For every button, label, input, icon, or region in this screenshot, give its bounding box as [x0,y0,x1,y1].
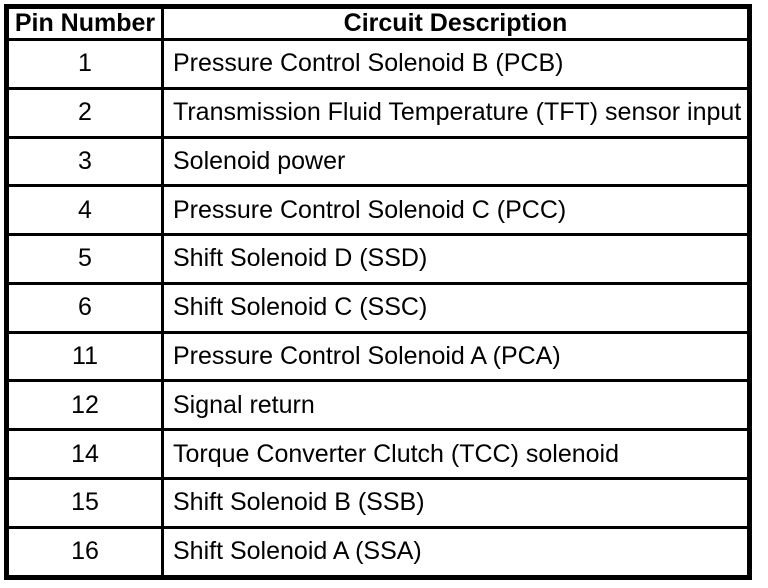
pin-cell: 11 [5,330,164,383]
description-cell: Pressure Control Solenoid B (PCB) [161,38,751,90]
description-cell: Signal return [161,379,751,432]
pin-cell: 4 [5,184,164,237]
table-row: 5 Shift Solenoid D (SSD) [5,233,751,285]
pin-circuit-table: Pin Number Circuit Description 1 Pressure… [4,4,752,580]
pin-cell: 12 [5,379,164,432]
pin-cell: 6 [5,281,164,334]
table-row: 1 Pressure Control Solenoid B (PCB) [5,38,751,90]
table-body: 1 Pressure Control Solenoid B (PCB) 2 Trans… [5,38,751,580]
description-cell: Torque Converter Clutch (TCC) solenoid [161,428,751,480]
table-row: 12 Signal return [5,379,751,432]
description-cell: Shift Solenoid A (SSA) [161,525,751,580]
table-row: 4 Pressure Control Solenoid C (PCC) [5,184,751,237]
description-cell: Shift Solenoid D (SSD) [161,233,751,285]
description-cell: Transmission Fluid Temperature (TFT) sen… [161,86,751,139]
table-row: 16 Shift Solenoid A (SSA) [5,525,751,580]
description-cell: Solenoid power [161,135,751,188]
table-row: 11 Pressure Control Solenoid A (PCA) [5,330,751,383]
description-cell: Shift Solenoid C (SSC) [161,281,751,334]
table-row: 3 Solenoid power [5,135,751,188]
pin-cell: 5 [5,233,164,285]
pin-cell: 16 [5,525,164,580]
table-row: 15 Shift Solenoid B (SSB) [5,476,751,529]
table-row: 6 Shift Solenoid C (SSC) [5,281,751,334]
pin-cell: 1 [5,38,164,90]
pin-cell: 2 [5,86,164,139]
description-cell: Shift Solenoid B (SSB) [161,476,751,529]
circuit-description-header: Circuit Description [161,5,751,41]
table-row: 14 Torque Converter Clutch (TCC) solenoid [5,428,751,480]
table-row: 2 Transmission Fluid Temperature (TFT) se… [5,86,751,139]
pin-cell: 14 [5,428,164,480]
description-cell: Pressure Control Solenoid C (PCC) [161,184,751,237]
pin-cell: 3 [5,135,164,188]
header-row: Pin Number Circuit Description [5,5,751,41]
pin-number-header: Pin Number [5,5,164,41]
pin-cell: 15 [5,476,164,529]
description-cell: Pressure Control Solenoid A (PCA) [161,330,751,383]
